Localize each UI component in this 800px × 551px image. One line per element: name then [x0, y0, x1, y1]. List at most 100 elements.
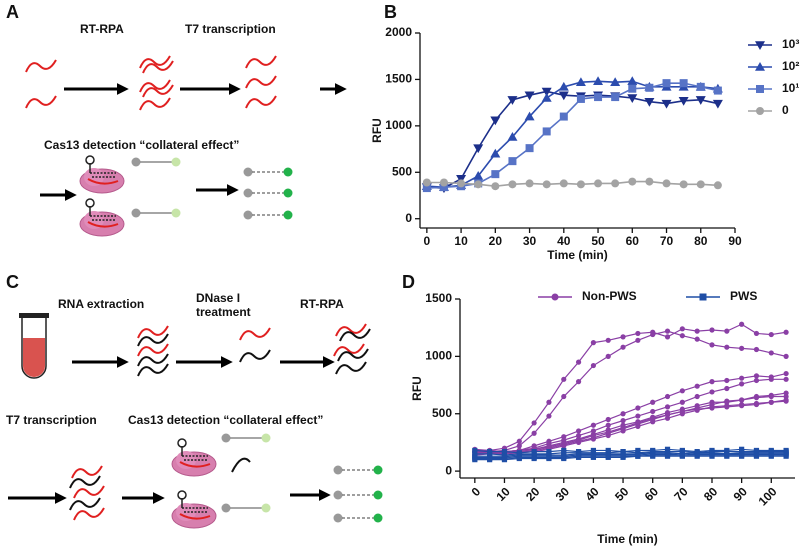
data-point [541, 93, 552, 102]
data-point [709, 389, 715, 395]
cleaved-reporter [242, 187, 294, 199]
y-axis-label: RFU [370, 118, 384, 143]
data-point [472, 457, 478, 463]
panel-label: A [6, 2, 19, 22]
y-tick-label: 0 [405, 211, 412, 225]
data-point [576, 94, 585, 103]
data-point [739, 381, 745, 387]
data-point [664, 453, 671, 459]
data-point [713, 181, 722, 190]
data-point [525, 144, 534, 153]
x-tick-label: 0 [469, 484, 484, 499]
cleaved-reporter [242, 166, 294, 178]
data-point [645, 177, 654, 186]
x-tick-label: 80 [701, 484, 721, 504]
data-point [627, 76, 638, 86]
y-tick-label: 500 [392, 164, 412, 178]
data-point [724, 398, 730, 404]
data-point [753, 377, 760, 384]
data-point [605, 454, 611, 460]
legend-label: 10¹ [782, 81, 799, 95]
x-tick-label: 100 [756, 484, 780, 508]
data-point [664, 412, 671, 418]
data-point [487, 457, 493, 463]
x-tick-label: 90 [728, 234, 742, 248]
reporter [130, 156, 182, 168]
data-point [713, 86, 722, 95]
data-point [712, 99, 723, 109]
data-point [662, 79, 671, 88]
legend-marker [551, 293, 559, 301]
data-point [724, 377, 730, 384]
data-point [605, 422, 611, 428]
x-tick-label: 80 [694, 234, 708, 248]
nucleic-acids [239, 327, 271, 363]
series-line [474, 372, 787, 453]
data-point [507, 96, 518, 105]
x-tick-label: 50 [591, 234, 605, 248]
x-tick-label: 90 [731, 484, 751, 504]
data-point [739, 345, 745, 351]
legend-label: 0 [782, 103, 789, 117]
cas13 [171, 438, 217, 477]
data-point [472, 447, 478, 454]
data-point [724, 404, 730, 410]
data-point [590, 422, 597, 428]
data-point [627, 94, 638, 103]
data-point [439, 178, 448, 187]
legend-marker [755, 41, 765, 50]
data-point [650, 453, 656, 459]
data-point [694, 336, 700, 342]
reporter [220, 432, 272, 444]
data-point [679, 326, 685, 332]
panel-label: C [6, 272, 19, 292]
data-point [593, 76, 604, 86]
x-tick-label: 60 [626, 234, 640, 248]
legend-marker [699, 293, 707, 301]
data-point [590, 454, 597, 460]
data-point [605, 429, 611, 435]
data-point [590, 362, 597, 369]
step-label: DNase I treatment [196, 291, 251, 319]
data-point [768, 399, 774, 405]
step-label: RT-RPA [80, 22, 124, 36]
data-point [709, 453, 715, 459]
legend-label: PWS [730, 289, 757, 303]
y-tick-label: 1000 [425, 349, 452, 363]
data-point [768, 453, 774, 459]
y-axis-label: RFU [410, 376, 424, 401]
double-strand [139, 55, 174, 111]
data-point [611, 93, 620, 102]
data-point [422, 184, 431, 193]
rna-copies [69, 465, 105, 521]
data-point [611, 179, 620, 188]
x-tick-label: 10 [493, 484, 513, 504]
data-point [473, 171, 484, 180]
data-point [696, 180, 705, 189]
data-point [679, 453, 685, 459]
x-tick-label: 10 [454, 234, 468, 248]
data-point [753, 330, 760, 337]
data-point [645, 83, 654, 92]
data-point [561, 455, 567, 462]
legend-label: 10² [782, 59, 799, 73]
data-point [709, 342, 715, 348]
data-point [635, 420, 641, 426]
data-point [679, 408, 685, 415]
rna [25, 59, 57, 73]
data-point [542, 127, 551, 136]
data-point [575, 379, 582, 385]
data-point [531, 420, 537, 426]
data-point [709, 327, 715, 333]
cleaved-reporter [332, 512, 384, 524]
data-point [694, 328, 700, 334]
data-point [516, 455, 522, 462]
x-tick-label: 0 [424, 234, 431, 248]
series-line [426, 80, 718, 188]
data-point [768, 376, 774, 382]
data-point [620, 344, 626, 350]
data-point [694, 383, 700, 389]
series-line [474, 323, 787, 452]
data-point [753, 373, 760, 379]
data-point [783, 376, 789, 382]
